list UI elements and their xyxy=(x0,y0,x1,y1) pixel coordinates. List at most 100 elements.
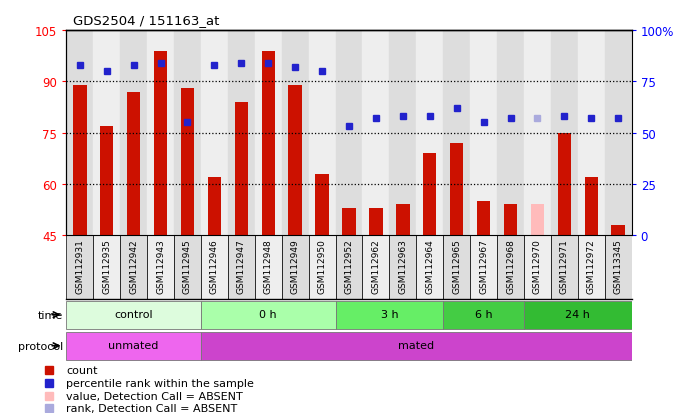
Bar xyxy=(201,31,228,235)
Bar xyxy=(470,31,497,235)
Bar xyxy=(120,235,147,299)
Bar xyxy=(423,154,436,235)
Bar xyxy=(389,31,416,235)
Bar xyxy=(174,235,201,299)
Text: value, Detection Call = ABSENT: value, Detection Call = ABSENT xyxy=(66,391,243,401)
Text: GSM113345: GSM113345 xyxy=(614,239,623,293)
Bar xyxy=(66,301,201,329)
Bar xyxy=(497,235,524,299)
Bar xyxy=(181,89,194,235)
Bar xyxy=(551,31,578,235)
Bar xyxy=(282,235,309,299)
Bar xyxy=(66,31,94,235)
Text: GSM112931: GSM112931 xyxy=(75,239,84,293)
Bar xyxy=(147,31,174,235)
Bar xyxy=(309,31,336,235)
Bar xyxy=(282,31,309,235)
Text: control: control xyxy=(114,309,153,319)
Text: GSM112948: GSM112948 xyxy=(264,239,273,293)
Text: GSM112967: GSM112967 xyxy=(479,239,488,293)
Bar xyxy=(120,31,147,235)
Text: percentile rank within the sample: percentile rank within the sample xyxy=(66,378,254,388)
Bar xyxy=(585,178,598,235)
Bar xyxy=(147,235,174,299)
Text: GSM112972: GSM112972 xyxy=(587,239,596,293)
Bar xyxy=(201,301,336,329)
Bar xyxy=(443,235,470,299)
Bar xyxy=(416,31,443,235)
Bar xyxy=(235,102,248,235)
Bar xyxy=(100,126,113,235)
Bar xyxy=(604,235,632,299)
Bar xyxy=(228,235,255,299)
Bar xyxy=(154,51,168,235)
Bar xyxy=(315,174,329,235)
Bar xyxy=(450,143,463,235)
Bar xyxy=(604,31,632,235)
Bar xyxy=(362,235,389,299)
Bar xyxy=(389,235,416,299)
Bar xyxy=(362,31,389,235)
Bar xyxy=(578,235,604,299)
Bar xyxy=(201,235,228,299)
Text: GDS2504 / 151163_at: GDS2504 / 151163_at xyxy=(73,14,220,27)
Text: GSM112952: GSM112952 xyxy=(345,239,353,293)
Bar xyxy=(551,235,578,299)
Bar xyxy=(208,178,221,235)
Bar xyxy=(396,205,410,235)
Text: GSM112968: GSM112968 xyxy=(506,239,515,293)
Bar xyxy=(255,31,282,235)
Bar xyxy=(66,332,201,360)
Text: GSM112965: GSM112965 xyxy=(452,239,461,293)
Text: protocol: protocol xyxy=(17,341,63,351)
Bar xyxy=(262,51,275,235)
Bar xyxy=(578,31,604,235)
Bar xyxy=(127,92,140,235)
Bar xyxy=(524,31,551,235)
Text: GSM112971: GSM112971 xyxy=(560,239,569,293)
Text: GSM112963: GSM112963 xyxy=(399,239,408,293)
Bar xyxy=(73,85,87,235)
Text: time: time xyxy=(38,310,63,320)
Text: GSM112935: GSM112935 xyxy=(102,239,111,293)
Bar xyxy=(342,208,356,235)
Text: GSM112942: GSM112942 xyxy=(129,239,138,293)
Text: GSM112946: GSM112946 xyxy=(210,239,219,293)
Bar xyxy=(94,235,120,299)
Bar xyxy=(228,31,255,235)
Text: 3 h: 3 h xyxy=(380,309,398,319)
Bar xyxy=(255,235,282,299)
Bar xyxy=(94,31,120,235)
Bar xyxy=(443,31,470,235)
Bar xyxy=(288,85,302,235)
Text: count: count xyxy=(66,365,98,375)
Text: 24 h: 24 h xyxy=(565,309,591,319)
Bar xyxy=(336,301,443,329)
Text: unmated: unmated xyxy=(108,340,159,350)
Text: GSM112947: GSM112947 xyxy=(237,239,246,293)
Bar xyxy=(174,31,201,235)
Text: GSM112950: GSM112950 xyxy=(318,239,327,293)
Bar xyxy=(477,201,491,235)
Bar xyxy=(470,235,497,299)
Text: GSM112949: GSM112949 xyxy=(290,239,299,293)
Bar xyxy=(611,225,625,235)
Text: GSM112964: GSM112964 xyxy=(425,239,434,293)
Text: mated: mated xyxy=(399,340,434,350)
Bar xyxy=(524,301,632,329)
Text: GSM112970: GSM112970 xyxy=(533,239,542,293)
Bar xyxy=(66,235,94,299)
Bar xyxy=(336,235,362,299)
Bar xyxy=(369,208,383,235)
Text: 6 h: 6 h xyxy=(475,309,492,319)
Bar xyxy=(336,31,362,235)
Bar xyxy=(497,31,524,235)
Bar xyxy=(558,133,571,235)
Text: 0 h: 0 h xyxy=(260,309,277,319)
Bar xyxy=(201,332,632,360)
Bar xyxy=(504,205,517,235)
Bar xyxy=(524,235,551,299)
Bar xyxy=(530,205,544,235)
Text: GSM112945: GSM112945 xyxy=(183,239,192,293)
Bar xyxy=(443,301,524,329)
